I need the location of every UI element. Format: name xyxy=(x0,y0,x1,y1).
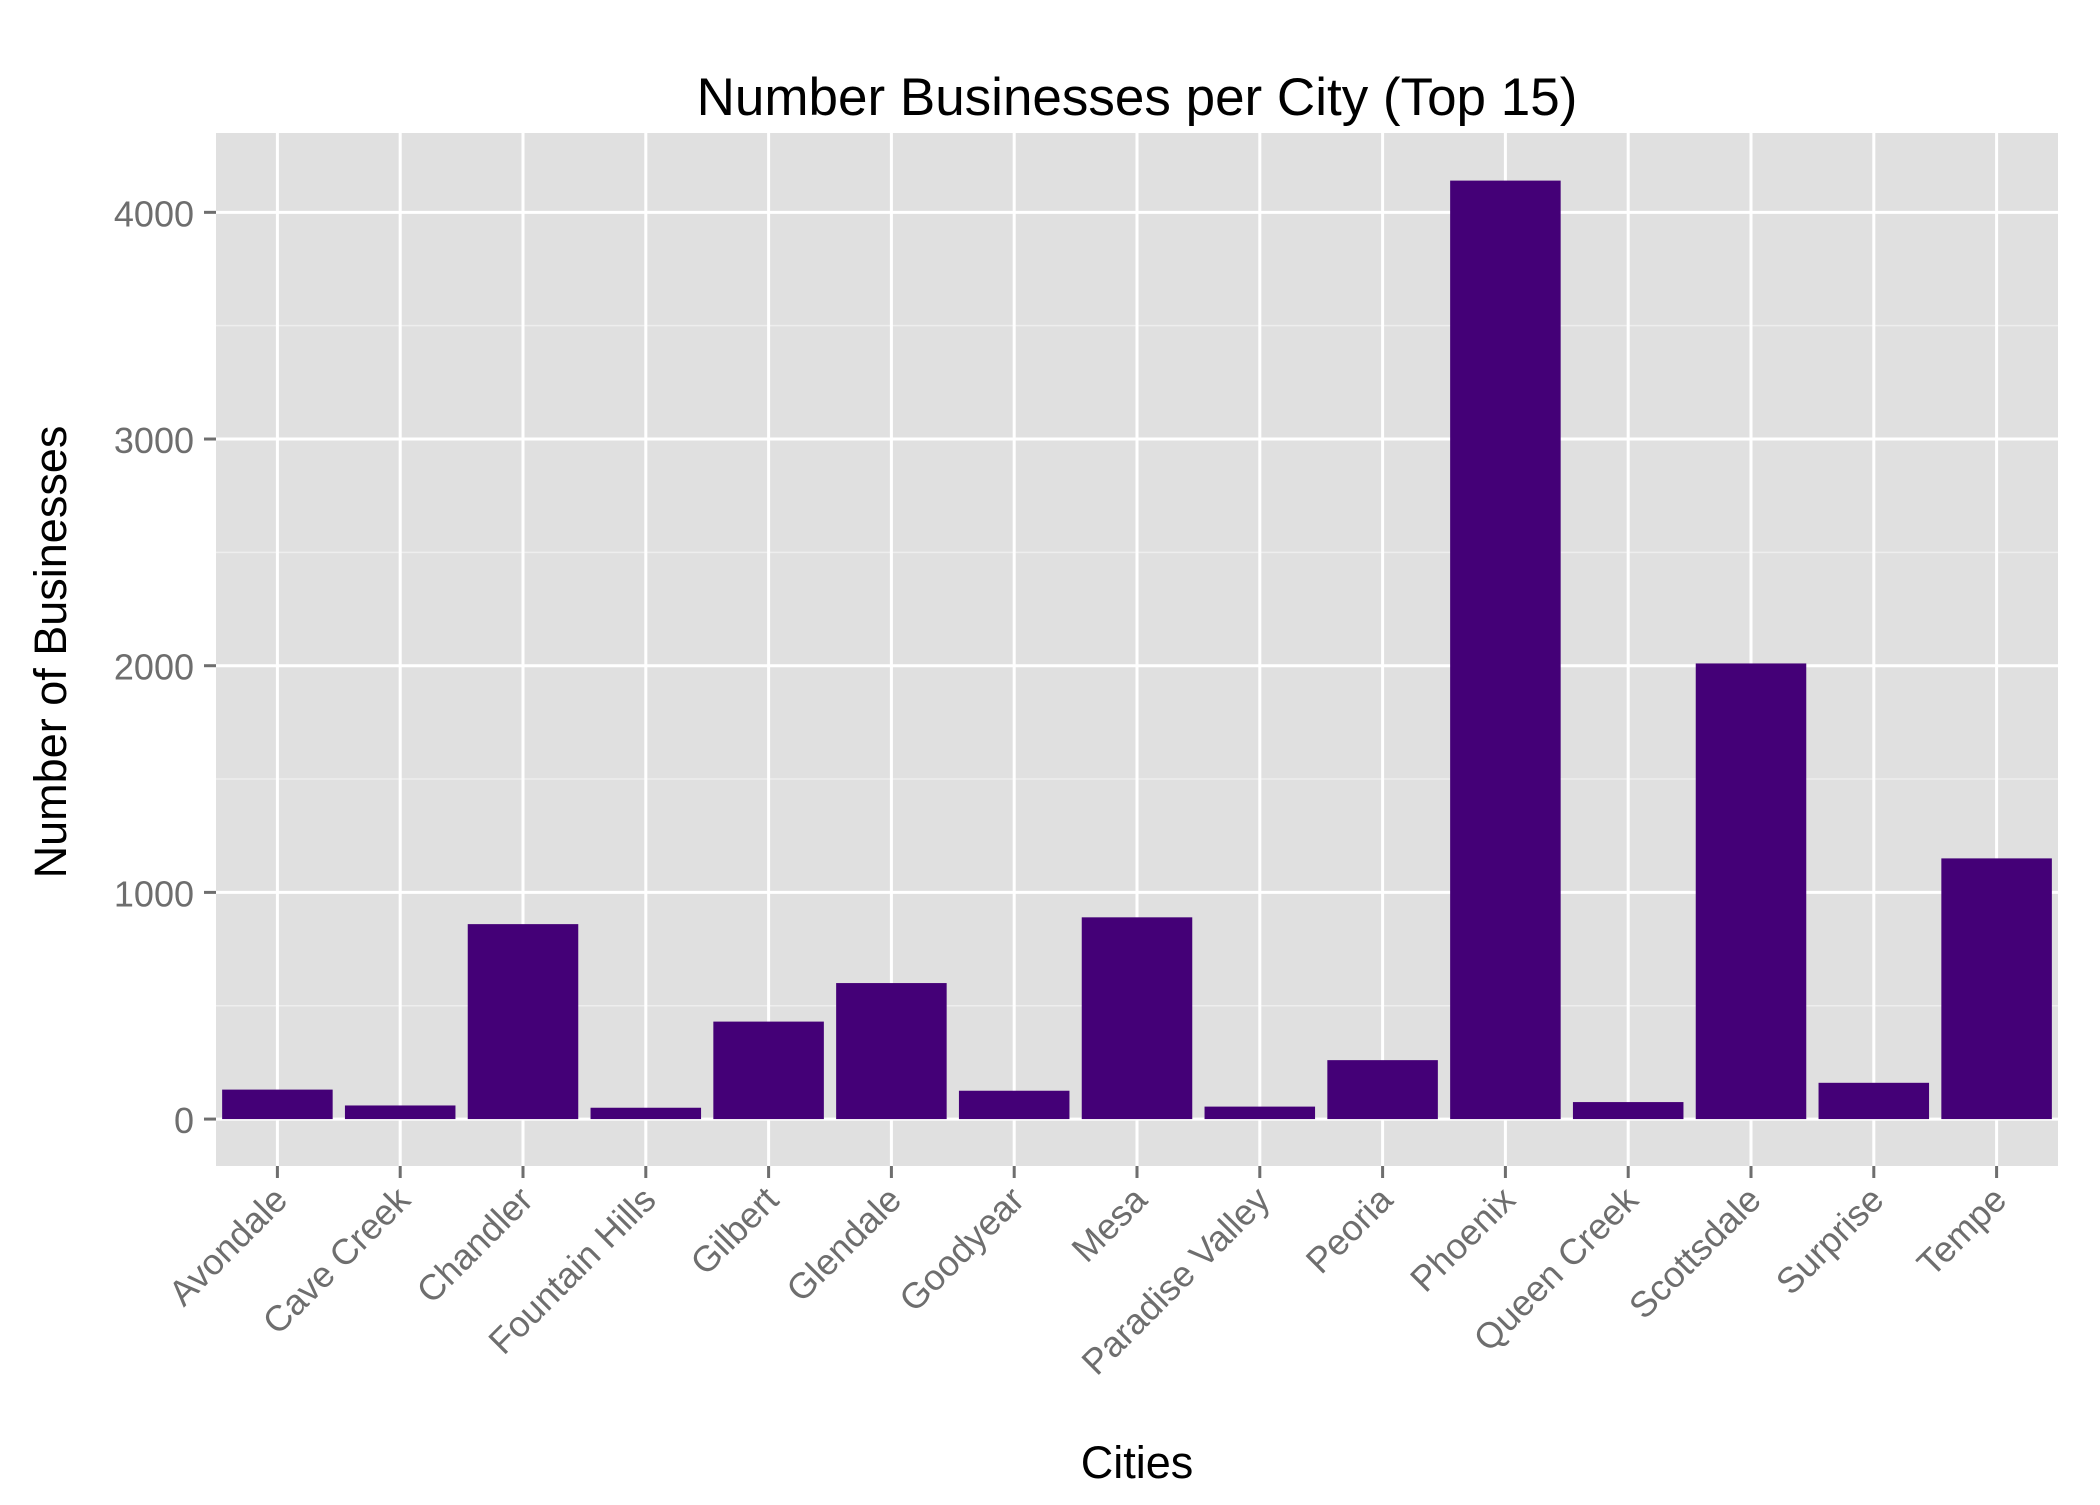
x-tick-label: Glendale xyxy=(778,1179,909,1310)
bar-glendale xyxy=(836,983,947,1120)
bar-fountain-hills xyxy=(590,1107,702,1120)
x-tick-label: Phoenix xyxy=(1402,1179,1523,1300)
bar-scottsdale xyxy=(1695,663,1807,1120)
y-axis-title: Number of Businesses xyxy=(25,426,76,879)
bar-chandler xyxy=(467,924,579,1120)
bar-queen-creek xyxy=(1572,1102,1684,1120)
x-tick-label: Gilbert xyxy=(682,1179,786,1283)
bar-cave-creek xyxy=(344,1105,456,1120)
bar-paradise-valley xyxy=(1204,1106,1316,1120)
bar-goodyear xyxy=(958,1090,1070,1120)
x-tick-label: Goodyear xyxy=(891,1179,1032,1320)
bar-mesa xyxy=(1081,917,1193,1120)
y-tick-label: 2000 xyxy=(114,647,194,688)
y-tick-label: 4000 xyxy=(114,193,194,234)
bar-surprise xyxy=(1818,1082,1930,1120)
y-tick-label: 3000 xyxy=(114,420,194,461)
bar-phoenix xyxy=(1450,180,1561,1120)
bar-peoria xyxy=(1327,1060,1438,1120)
y-axis: 0 1000 2000 3000 4000 xyxy=(114,193,216,1141)
x-tick-label: Tempe xyxy=(1909,1179,2014,1284)
x-tick-label: Peoria xyxy=(1298,1178,1401,1281)
y-tick-label: 1000 xyxy=(114,873,194,914)
bar-gilbert xyxy=(713,1021,824,1120)
chart-title: Number Businesses per City (Top 15) xyxy=(697,68,1578,127)
x-axis-title: Cities xyxy=(1081,1437,1194,1488)
x-tick-label: Mesa xyxy=(1063,1178,1155,1270)
y-tick-label: 0 xyxy=(174,1100,194,1141)
bar-tempe xyxy=(1941,858,2052,1120)
bars-group xyxy=(222,180,2052,1120)
x-tick-label: Surprise xyxy=(1768,1179,1892,1303)
x-tick-label: Scottsdale xyxy=(1621,1179,1769,1327)
bar-avondale xyxy=(222,1089,333,1120)
